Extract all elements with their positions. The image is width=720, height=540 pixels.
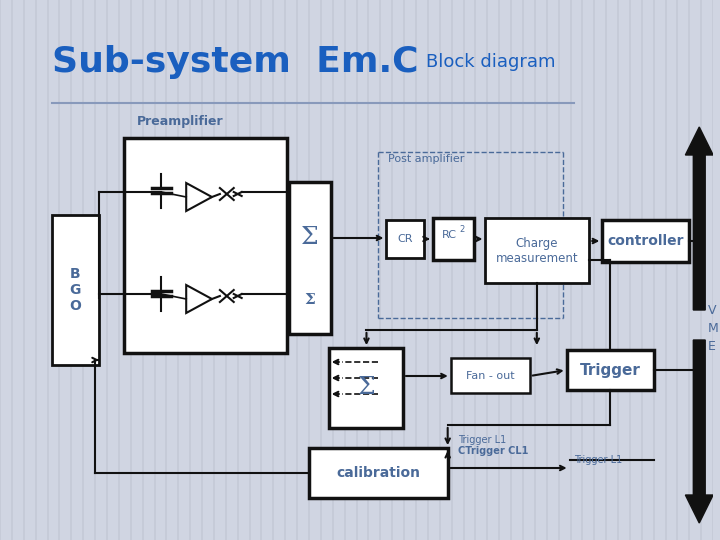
FancyArrow shape [685,340,713,523]
Bar [485,218,589,283]
Text: Post amplifier: Post amplifier [388,154,464,164]
Text: Trigger: Trigger [580,362,641,377]
Bar [52,215,99,365]
Text: Preamplifier: Preamplifier [137,115,223,128]
Text: CR: CR [397,234,413,244]
Bar [386,220,424,258]
Bar [289,182,330,334]
Text: M: M [708,321,719,334]
Text: RC: RC [442,230,457,240]
Text: CTrigger CL1: CTrigger CL1 [458,446,528,456]
Bar [309,448,448,498]
Bar [451,358,530,393]
Text: Trigger L1: Trigger L1 [458,435,506,445]
Text: Fan - out: Fan - out [466,371,515,381]
Text: calibration: calibration [336,466,420,480]
Text: Sub-system  Em.C: Sub-system Em.C [52,45,418,79]
Bar [602,220,689,262]
Text: Σ: Σ [358,376,375,400]
Text: controller: controller [608,234,684,248]
Bar [567,350,654,390]
Bar [124,138,287,353]
Text: E: E [708,341,716,354]
Text: V: V [708,303,716,316]
Text: Σ: Σ [301,226,319,249]
Text: Trigger L1: Trigger L1 [575,455,623,465]
Bar [329,348,403,428]
FancyArrow shape [685,127,713,310]
Bar [433,218,474,260]
Text: Block diagram: Block diagram [426,53,555,71]
Text: B
G
O: B G O [69,267,81,313]
Text: 2: 2 [459,225,464,233]
Text: Charge
measurement: Charge measurement [495,237,578,265]
Text: Σ: Σ [305,293,315,307]
